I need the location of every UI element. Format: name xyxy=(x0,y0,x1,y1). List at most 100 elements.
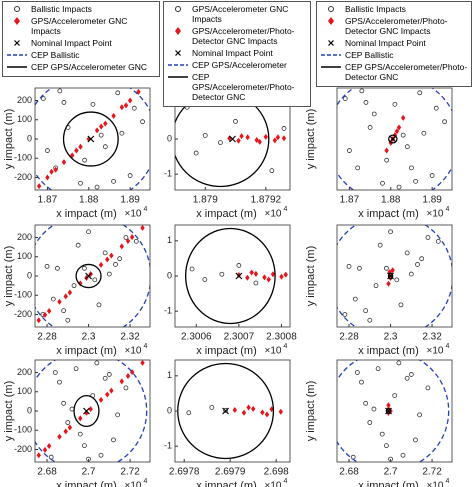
point xyxy=(232,406,237,413)
point xyxy=(245,274,250,281)
point xyxy=(119,243,124,250)
legend-icon xyxy=(175,50,181,56)
legend-label: CEP GPS/Accelerometer xyxy=(192,60,287,70)
cep-circle xyxy=(387,272,394,280)
point xyxy=(355,165,361,171)
point xyxy=(94,127,100,134)
nominal-point xyxy=(85,272,92,280)
point xyxy=(123,235,129,240)
subplot: 2.3006 2.3007 2.3008 -1 0 1 x impact (m) ×10 4 xyxy=(164,224,297,357)
point xyxy=(202,133,208,138)
point xyxy=(394,128,400,135)
point xyxy=(400,114,406,121)
icon xyxy=(328,40,334,46)
point xyxy=(109,252,114,259)
point xyxy=(115,90,121,96)
point xyxy=(189,266,195,272)
legend-icon xyxy=(175,6,181,12)
point xyxy=(106,271,112,277)
y-tick-label: 100 xyxy=(17,114,32,124)
legend: Ballistic Impacts GPS/Accelerometer/Photo… xyxy=(316,1,472,87)
y-tick-label: 100 xyxy=(17,386,32,396)
y-tick-label: 200 xyxy=(17,95,32,105)
point xyxy=(53,166,58,173)
point xyxy=(253,280,259,286)
cep-circle xyxy=(388,134,398,144)
point xyxy=(359,379,364,385)
point xyxy=(45,148,50,153)
x-tick-label: 1.87 xyxy=(38,195,58,206)
y-tick-label: 1 xyxy=(167,235,172,245)
point xyxy=(409,165,414,171)
plot-frame xyxy=(336,359,453,463)
point xyxy=(417,412,423,418)
legend-item: CEP Ballistic xyxy=(6,50,156,60)
point xyxy=(373,283,379,289)
y-tick-label: -1 xyxy=(164,441,172,451)
point xyxy=(67,289,73,296)
cep-circle xyxy=(184,227,276,325)
point xyxy=(281,135,287,142)
y-tick-label: -1 xyxy=(164,306,172,316)
point xyxy=(371,111,377,117)
legend-label: GPS/Accelerometer/Photo-Detector GNC Imp… xyxy=(192,26,295,46)
point xyxy=(103,120,108,127)
point xyxy=(375,366,381,372)
point xyxy=(245,134,250,141)
nominal-point xyxy=(387,272,394,280)
x-exponent: 4 xyxy=(284,478,288,485)
legend-item: GPS/Accelerometer GNC Impacts xyxy=(167,4,307,24)
x-tick-label: 1.89 xyxy=(422,195,442,206)
point xyxy=(82,443,87,449)
point xyxy=(404,375,410,381)
point xyxy=(105,256,110,263)
x-exponent: 4 xyxy=(446,343,450,350)
x-tick-label: 2.28 xyxy=(339,332,359,343)
point xyxy=(260,409,265,416)
legend-item: GPS/Accelerometer/Photo-Detector GNC Imp… xyxy=(167,26,307,46)
point xyxy=(88,406,93,413)
icon xyxy=(175,27,181,35)
legend: GPS/Accelerometer GNC Impacts GPS/Acceler… xyxy=(163,1,311,107)
legend-label: Nominal Impact Point xyxy=(345,38,426,48)
point xyxy=(246,404,251,411)
point xyxy=(408,372,414,377)
x-tick-label: 2.698 xyxy=(264,467,289,478)
point xyxy=(272,137,278,144)
point xyxy=(354,370,360,375)
plot-area xyxy=(177,362,283,460)
point xyxy=(275,134,281,141)
legend-label: CEP Ballistic xyxy=(345,50,394,60)
point xyxy=(55,265,60,271)
point xyxy=(262,274,267,281)
nominal-point xyxy=(389,135,397,143)
point xyxy=(419,256,425,262)
point xyxy=(127,173,133,178)
subplot: 2.68 2.7 2.72x impact (m) ×10 4 y impact (m) xyxy=(305,359,453,487)
x-tick-label: 2.3006 xyxy=(181,332,212,343)
y-tick-label: -200 xyxy=(14,172,32,182)
icon xyxy=(328,17,334,25)
subplot: 2.28 2.3 2.32x impact (m) ×10 4 y impact (m) xyxy=(305,224,453,357)
legend-icon xyxy=(168,64,188,66)
point xyxy=(253,270,259,277)
legend-label: GPS/Accelerometer/Photo-Detector GNC Imp… xyxy=(345,16,448,36)
point xyxy=(379,431,385,437)
x-tick-label: 2.3 xyxy=(384,332,398,343)
point xyxy=(219,271,225,277)
x-multiplier: ×10 xyxy=(125,481,142,487)
legend-icon xyxy=(328,6,334,12)
point xyxy=(98,123,104,130)
icon xyxy=(175,50,181,56)
point xyxy=(249,269,254,276)
point xyxy=(367,317,373,323)
point xyxy=(75,242,81,248)
legend-label: Nominal Impact Point xyxy=(31,38,112,48)
plot-frame xyxy=(336,87,453,191)
y-tick-label: 200 xyxy=(17,232,32,242)
point xyxy=(233,119,238,124)
subplot: 1.87 1.88 1.89x impact (m) ×10 4 y impact (m) xyxy=(305,87,453,220)
legend-item: Nominal Impact Point xyxy=(320,38,468,48)
